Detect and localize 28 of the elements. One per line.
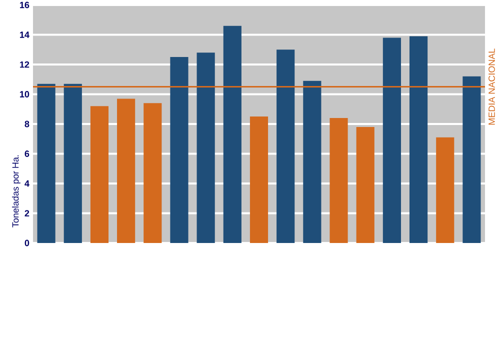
bar xyxy=(64,84,82,243)
y-tick-label: 4 xyxy=(24,180,30,187)
bar xyxy=(37,84,56,243)
ref-line-label: MEDIA NACIONAL xyxy=(488,48,495,125)
bar xyxy=(356,126,374,243)
bar xyxy=(382,38,401,243)
y-tick-label: 14 xyxy=(20,32,30,38)
y-tick-label: 0 xyxy=(24,240,30,246)
bar xyxy=(462,76,481,243)
y-tick-label: 8 xyxy=(24,120,30,128)
bar xyxy=(223,26,242,243)
bar xyxy=(436,137,454,243)
y-tick-label: 6 xyxy=(24,150,30,157)
bar xyxy=(303,80,322,243)
y-axis-title: Toneladas por Ha. xyxy=(12,155,20,228)
bar xyxy=(144,103,162,243)
bar xyxy=(409,36,428,243)
bar xyxy=(196,52,215,243)
bar xyxy=(250,116,268,243)
bar xyxy=(276,50,295,243)
y-tick-label: 10 xyxy=(20,91,30,98)
bar xyxy=(117,98,136,243)
bar xyxy=(90,106,109,243)
y-tick-label: 12 xyxy=(20,61,30,68)
y-tick-label: 2 xyxy=(24,210,30,216)
y-tick-label: 16 xyxy=(20,2,30,8)
bar xyxy=(170,57,188,243)
bar xyxy=(330,118,348,243)
